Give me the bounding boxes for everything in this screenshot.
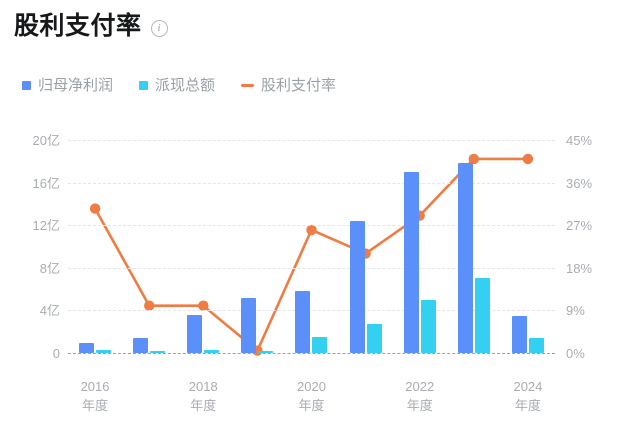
bar-group[interactable] [230,140,284,353]
legend-swatch-square-icon [22,81,31,90]
bar-group[interactable] [68,140,122,353]
bar-group[interactable] [501,140,555,353]
y-axis-left-tick: 12亿 [32,218,60,234]
x-axis-tick-label: 2024 年度 [513,379,543,413]
bar-dividend[interactable] [150,350,166,353]
bar-profit[interactable] [403,171,419,353]
legend-item-2[interactable]: 派现总额 [139,78,215,93]
bar-profit[interactable] [457,163,473,353]
y-axis-right-tick: 0% [566,346,585,361]
legend-label: 股利支付率 [261,77,337,94]
y-axis-right-tick: 45% [566,133,593,148]
bar-profit[interactable] [349,220,365,353]
x-axis-tick-label: 2016 年度 [80,379,110,413]
y-axis-right-tick: 9% [566,303,585,319]
bar-dividend[interactable] [258,351,274,353]
chart-legend: 归母净利润 派现总额 股利支付率 [22,78,336,93]
page-title: 股利支付率 [14,12,142,40]
gridline [68,182,555,184]
y-axis-left-tick: 16亿 [32,175,60,191]
bar-dividend[interactable] [96,350,112,353]
bar-dividend[interactable] [366,324,382,353]
bar-dividend[interactable] [420,299,436,353]
gridline [68,140,555,141]
gridline [68,225,555,227]
info-icon[interactable]: i [150,20,168,37]
gridline [68,310,555,312]
x-axis-tick-label: 2020 年度 [297,379,326,413]
bar-group[interactable] [393,140,447,353]
x-axis-tick-label: 2022 年度 [405,379,435,413]
bar-profit[interactable] [79,343,95,353]
legend-label: 派现总额 [155,77,216,94]
gridline [68,267,555,269]
y-axis-right-tick: 18% [566,260,593,276]
bar-profit[interactable] [295,291,311,353]
bar-profit[interactable] [511,315,527,353]
y-axis-left-tick: 0 [52,346,60,361]
y-axis-right-tick: 27% [566,218,593,234]
bar-group[interactable] [122,140,176,353]
legend-swatch-square-icon [139,81,149,90]
y-axis-left-tick: 20亿 [32,133,60,148]
y-axis-right-tick: 36% [566,175,593,191]
y-axis-left-tick: 8亿 [39,260,60,276]
x-axis-tick-label: 2018 年度 [188,379,218,413]
bar-dividend[interactable] [474,278,490,353]
bar-group[interactable] [176,140,230,353]
bar-dividend[interactable] [204,349,220,353]
bar-group[interactable] [284,140,338,353]
bar-profit[interactable] [241,297,257,353]
chart-header: 股利支付率 i [14,14,168,39]
bar-group[interactable] [339,140,393,353]
bar-group[interactable] [447,140,501,353]
bar-dividend[interactable] [528,338,544,353]
legend-item-1[interactable]: 归母净利润 [22,78,113,93]
legend-swatch-line-icon [241,83,255,88]
bar-profit[interactable] [133,338,149,353]
bar-dividend[interactable] [312,337,328,353]
axis-baseline [68,353,555,354]
y-axis-left-tick: 4亿 [39,303,60,319]
bar-profit[interactable] [187,314,203,353]
legend-item-3[interactable]: 股利支付率 [241,78,336,93]
legend-label: 归母净利润 [38,77,114,94]
